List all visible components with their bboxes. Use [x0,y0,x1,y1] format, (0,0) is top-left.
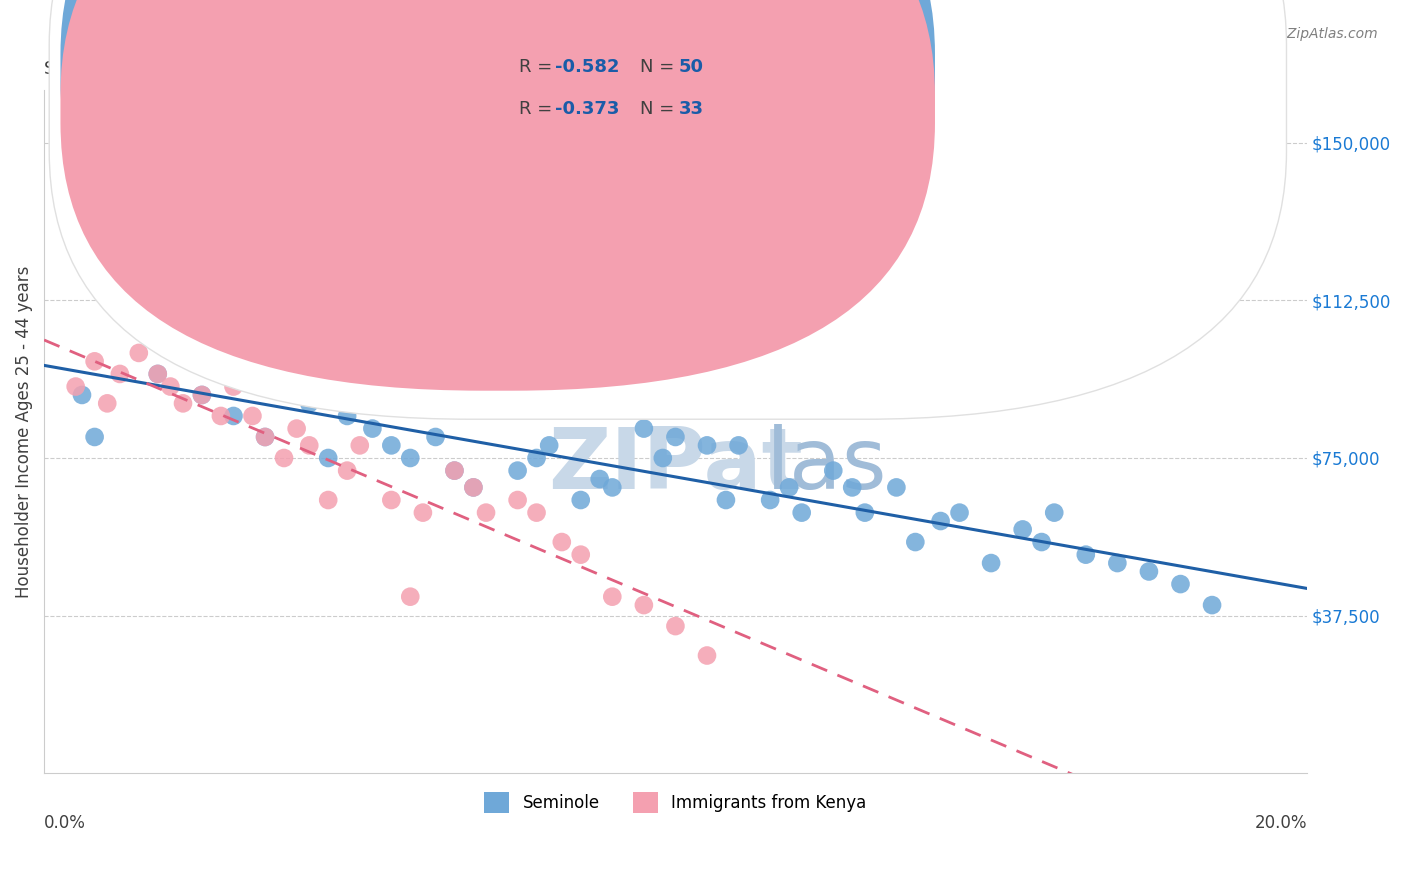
Point [980,556,1002,570]
Point [778,480,800,494]
Point [96,396,118,410]
Point [399,590,422,604]
Point [1170,577,1192,591]
Point [380,493,402,508]
Point [463,480,485,494]
Point [823,464,845,478]
Point [526,506,548,520]
Point [886,480,908,494]
Point [172,325,194,339]
Point [475,396,498,410]
Point [904,535,927,549]
Point [463,480,485,494]
Point [399,450,422,465]
Point [222,379,245,393]
Point [361,421,384,435]
Text: -0.582: -0.582 [555,58,620,76]
Point [209,409,232,423]
Point [696,438,718,452]
Point [443,464,465,478]
Text: 33: 33 [679,100,704,118]
Point [443,464,465,478]
Point [526,450,548,465]
Text: Source: ZipAtlas.com: Source: ZipAtlas.com [1230,27,1378,41]
Point [273,367,295,381]
Point [349,438,371,452]
Point [569,548,592,562]
Text: N =: N = [640,58,679,76]
Point [714,493,737,508]
Point [727,438,749,452]
Point [475,506,498,520]
Point [506,464,529,478]
Point [664,430,686,444]
Point [273,450,295,465]
Point [1074,548,1097,562]
Point [948,506,970,520]
Point [128,346,150,360]
Point [600,480,623,494]
Point [254,430,277,444]
Point [83,354,105,368]
Text: 20.0%: 20.0% [1254,814,1306,832]
Point [108,283,131,297]
Point [83,430,105,444]
Point [380,438,402,452]
Point [759,493,782,508]
Point [336,464,359,478]
Point [929,514,952,528]
Text: las: las [766,425,887,508]
Y-axis label: Householder Income Ages 25 - 44 years: Householder Income Ages 25 - 44 years [15,266,32,598]
Point [70,388,93,402]
Point [65,379,87,393]
Point [506,493,529,508]
Point [242,409,264,423]
Point [841,480,863,494]
Text: SEMINOLE VS IMMIGRANTS FROM KENYA HOUSEHOLDER INCOME AGES 25 - 44 YEARS CORRELAT: SEMINOLE VS IMMIGRANTS FROM KENYA HOUSEH… [44,60,1021,78]
Point [1043,506,1066,520]
Point [1137,565,1160,579]
Point [298,396,321,410]
Point [298,438,321,452]
Text: N =: N = [640,100,679,118]
Point [146,367,169,381]
Point [633,598,655,612]
Point [254,430,277,444]
Point [651,450,673,465]
Point [569,493,592,508]
Point [538,438,561,452]
Point [191,388,214,402]
Point [790,506,813,520]
Point [191,388,214,402]
Point [664,619,686,633]
Point [696,648,718,663]
Point [853,506,876,520]
Point [222,409,245,423]
Point [108,367,131,381]
Point [172,396,194,410]
Point [316,493,339,508]
Point [551,535,574,549]
Point [159,379,181,393]
Point [285,421,308,435]
Point [146,367,169,381]
Point [589,472,612,486]
Point [336,409,359,423]
Point [412,506,434,520]
Text: -0.373: -0.373 [555,100,620,118]
Point [1011,523,1033,537]
Point [1107,556,1129,570]
Point [633,421,655,435]
Text: R =: R = [519,58,558,76]
Legend: Seminole, Immigrants from Kenya: Seminole, Immigrants from Kenya [478,786,873,820]
Text: ZIPat: ZIPat [548,425,803,508]
Text: 50: 50 [679,58,704,76]
Text: R =: R = [519,100,558,118]
Text: 0.0%: 0.0% [44,814,86,832]
Point [1201,598,1223,612]
Point [425,430,447,444]
Point [316,450,339,465]
Point [600,590,623,604]
Point [1031,535,1053,549]
